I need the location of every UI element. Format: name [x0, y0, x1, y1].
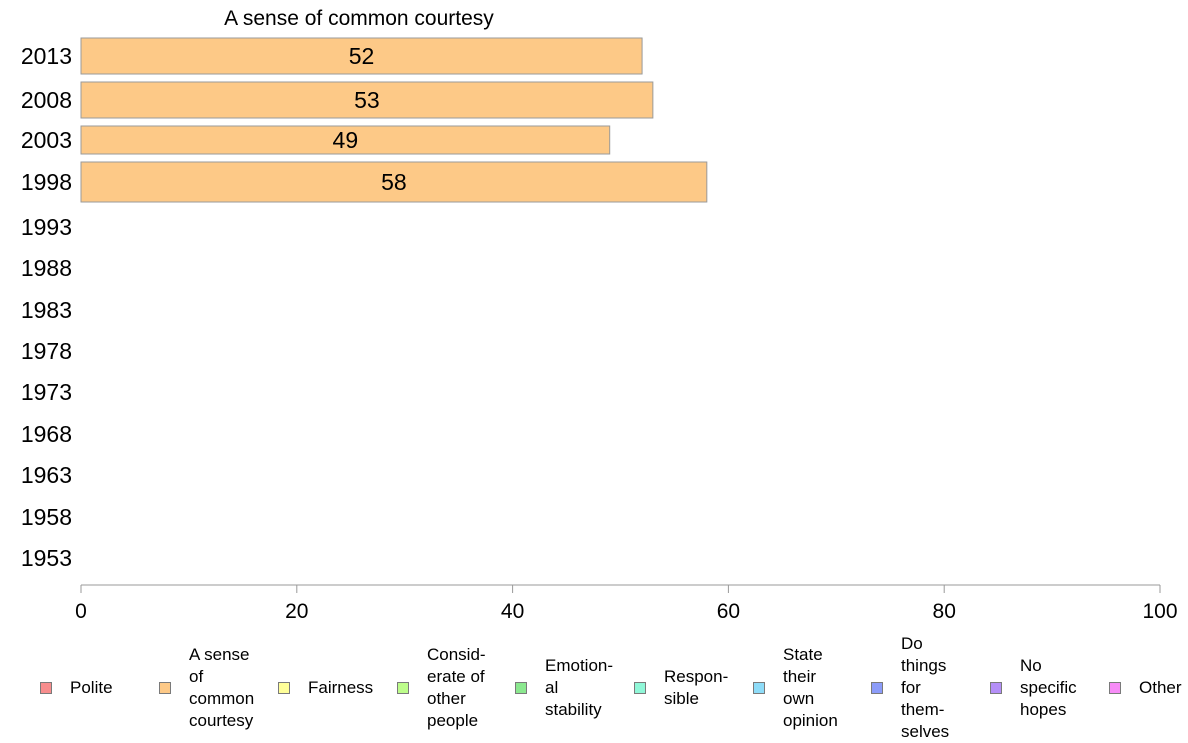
- bars-group: 52 53 49 58: [80, 37, 708, 203]
- y-tick-label: 1988: [21, 255, 72, 281]
- legend-item: Emotion- al stability: [515, 640, 613, 736]
- legend-swatch: [159, 682, 171, 694]
- y-tick-label: 1998: [21, 169, 72, 195]
- legend-label: Other: [1139, 678, 1182, 697]
- x-tick-label: 60: [717, 600, 740, 623]
- legend-item: No specific hopes: [990, 640, 1077, 736]
- bar: [80, 37, 643, 75]
- bar-value-label: 49: [333, 127, 359, 153]
- bar-value-label: 53: [354, 87, 380, 113]
- legend-swatch: [634, 682, 646, 694]
- bar: [80, 161, 708, 203]
- legend-label: Emotion- al stability: [545, 656, 614, 719]
- legend-item: Respon- sible: [634, 640, 728, 736]
- x-tick-label: 20: [285, 600, 308, 623]
- y-tick-label: 2003: [21, 127, 72, 153]
- x-tick-label: 40: [501, 600, 524, 623]
- y-tick-label: 1958: [21, 504, 72, 530]
- y-tick-label: 1968: [21, 421, 72, 447]
- y-tick-label: 1983: [21, 297, 72, 323]
- legend-label: Fairness: [308, 678, 374, 697]
- legend-item: Fairness: [278, 640, 373, 736]
- legend-label: Do things for them- selves: [901, 634, 950, 741]
- x-tick-label: 0: [75, 600, 87, 623]
- legend-label: Consid- erate of other people: [427, 645, 486, 730]
- y-tick-label: 1993: [21, 214, 72, 240]
- legend-label: State their own opinion: [783, 645, 838, 730]
- legend-item: State their own opinion: [753, 640, 838, 736]
- bar: [80, 125, 611, 155]
- legend-item: Other: [1109, 640, 1182, 736]
- legend-label: Respon- sible: [664, 667, 729, 708]
- legend-swatch: [278, 682, 290, 694]
- y-tick-label: 2008: [21, 87, 72, 113]
- legend-item: Polite: [40, 640, 113, 736]
- x-tick-label: 80: [933, 600, 956, 623]
- legend-swatch: [397, 682, 409, 694]
- bar-value-label: 58: [381, 169, 407, 195]
- legend-item: Consid- erate of other people: [397, 640, 486, 736]
- legend-label: No specific hopes: [1020, 656, 1077, 719]
- bar: [80, 81, 654, 119]
- legend-item: A sense of common courtesy: [159, 640, 254, 736]
- legend-swatch: [753, 682, 765, 694]
- chart-title: A sense of common courtesy: [224, 7, 494, 30]
- legend-swatch: [990, 682, 1002, 694]
- y-tick-label: 2013: [21, 43, 72, 69]
- legend-swatch: [40, 682, 52, 694]
- x-axis: 0 20 40 60 80 100: [75, 584, 1178, 623]
- y-tick-label: 1953: [21, 545, 72, 571]
- y-tick-label: 1978: [21, 338, 72, 364]
- legend-label: Polite: [70, 678, 113, 697]
- y-tick-label: 1973: [21, 379, 72, 405]
- legend-item: Do things for them- selves: [871, 634, 949, 741]
- x-tick-label: 100: [1142, 600, 1177, 623]
- y-axis-labels: 2013 2008 2003 1998 1993 1988 1983 1978 1973 1968…: [21, 43, 72, 571]
- legend-swatch: [871, 682, 883, 694]
- legend-swatch: [515, 682, 527, 694]
- y-tick-label: 1963: [21, 462, 72, 488]
- bar-value-label: 52: [349, 43, 375, 69]
- legend-swatch: [1109, 682, 1121, 694]
- legend-label: A sense of common courtesy: [189, 645, 255, 730]
